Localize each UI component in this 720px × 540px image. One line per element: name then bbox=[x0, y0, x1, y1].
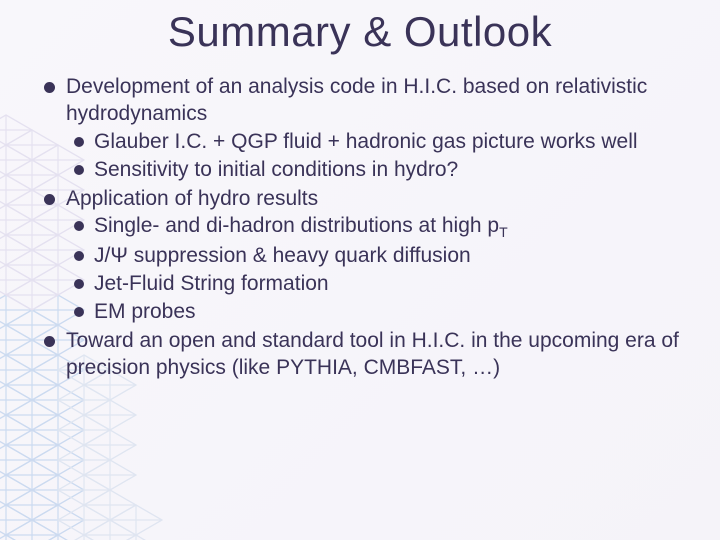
bullet-sublist: Single- and di-hadron distributions at h… bbox=[66, 213, 680, 326]
bullet-item-l2: Jet-Fluid String formation bbox=[74, 271, 680, 298]
bullet-item-l2: Sensitivity to initial conditions in hyd… bbox=[74, 157, 680, 184]
bullet-text: Toward an open and standard tool in H.I.… bbox=[66, 329, 679, 379]
slide-title: Summary & Outlook bbox=[40, 8, 680, 56]
bullet-item-l2: EM probes bbox=[74, 299, 680, 326]
slide-content: Summary & Outlook Development of an anal… bbox=[0, 0, 720, 404]
bullet-item-l2: Single- and di-hadron distributions at h… bbox=[74, 213, 680, 242]
bullet-item-l2: J/Ψ suppression & heavy quark diffusion bbox=[74, 243, 680, 270]
bullet-item-l1: Application of hydro results Single- and … bbox=[44, 186, 680, 327]
bullet-text: Application of hydro results bbox=[66, 187, 318, 210]
bullet-sublist: Glauber I.C. + QGP fluid + hadronic gas … bbox=[66, 129, 680, 184]
bullet-text: Development of an analysis code in H.I.C… bbox=[66, 75, 647, 125]
bullet-item-l1: Toward an open and standard tool in H.I.… bbox=[44, 328, 680, 382]
bullet-item-l2: Glauber I.C. + QGP fluid + hadronic gas … bbox=[74, 129, 680, 156]
bullet-list: Development of an analysis code in H.I.C… bbox=[40, 74, 680, 382]
bullet-item-l1: Development of an analysis code in H.I.C… bbox=[44, 74, 680, 184]
